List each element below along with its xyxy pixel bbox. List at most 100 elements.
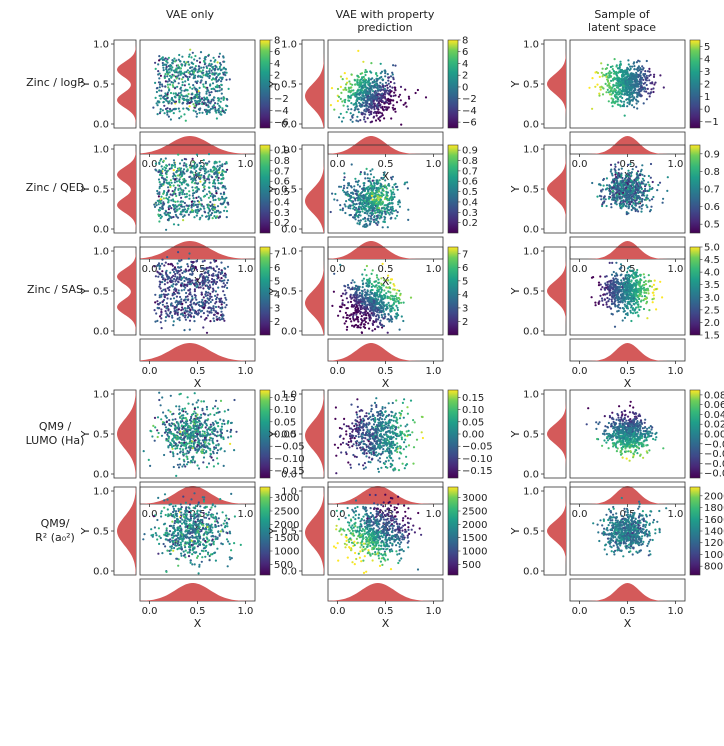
- y-tick-label: 0.0: [93, 120, 109, 131]
- scatter-point: [387, 102, 391, 105]
- scatter-point: [214, 282, 218, 285]
- scatter-point: [193, 176, 196, 179]
- scatter-point: [193, 200, 196, 203]
- scatter-point: [629, 65, 632, 68]
- scatter-point: [637, 195, 640, 198]
- scatter-point: [368, 98, 372, 101]
- scatter-point: [355, 211, 358, 214]
- scatter-point: [172, 81, 175, 84]
- scatter-point: [168, 74, 171, 77]
- scatter-point: [379, 215, 382, 218]
- scatter-point: [192, 173, 196, 176]
- scatter-point: [208, 62, 211, 65]
- scatter-point: [207, 170, 210, 173]
- scatter-point: [622, 182, 626, 185]
- scatter-point: [611, 92, 615, 95]
- scatter-point: [631, 168, 634, 171]
- scatter-point: [169, 297, 172, 300]
- scatter-point: [376, 276, 379, 279]
- scatter-point: [178, 70, 181, 73]
- scatter-point: [209, 200, 212, 204]
- scatter-point: [207, 153, 211, 156]
- scatter-point: [627, 169, 630, 172]
- scatter-point: [166, 75, 169, 78]
- scatter-point: [215, 311, 218, 314]
- scatter-point: [161, 300, 165, 303]
- scatter-point: [368, 113, 371, 116]
- scatter-point: [629, 175, 632, 178]
- scatter-point: [187, 289, 190, 292]
- scatter-point: [185, 163, 188, 166]
- scatter-point: [640, 194, 644, 197]
- scatter-point: [170, 75, 173, 78]
- scatter-point: [160, 308, 163, 311]
- row-label-line: R² (a₀²): [35, 531, 75, 544]
- scatter-point: [372, 102, 375, 105]
- scatter-point: [366, 173, 369, 176]
- scatter-point: [387, 106, 390, 109]
- scatter-point: [609, 189, 612, 193]
- scatter-point: [373, 96, 376, 99]
- column-header-line: VAE only: [166, 8, 215, 21]
- scatter-point: [175, 71, 178, 74]
- scatter-point: [345, 200, 348, 203]
- colorbar-tick-label: 0: [274, 82, 280, 93]
- scatter-point: [209, 292, 212, 295]
- scatter-point: [618, 183, 621, 186]
- scatter-point: [158, 112, 161, 115]
- scatter-point: [183, 113, 186, 116]
- scatter-point: [393, 309, 396, 312]
- scatter-point: [169, 205, 172, 208]
- scatter-point: [638, 87, 642, 90]
- scatter-point: [173, 204, 177, 207]
- scatter-point: [359, 214, 362, 217]
- scatter-point: [359, 219, 362, 222]
- scatter-point: [172, 223, 176, 226]
- scatter-point: [389, 80, 392, 84]
- scatter-point: [173, 309, 176, 312]
- scatter-point: [601, 188, 604, 191]
- scatter-point: [220, 80, 223, 83]
- scatter-point: [155, 169, 158, 172]
- scatter-point: [205, 284, 208, 287]
- scatter-point: [333, 272, 336, 275]
- colorbar-tick-label: 2: [704, 80, 710, 91]
- scatter-point: [190, 303, 193, 306]
- scatter-point: [637, 93, 640, 96]
- scatter-point: [642, 78, 645, 81]
- scatter-point: [649, 82, 652, 85]
- scatter-point: [186, 307, 189, 310]
- scatter-point: [174, 174, 177, 178]
- y-marginal-kde: [117, 247, 136, 335]
- colorbar-tick-label: 8: [274, 36, 280, 47]
- scatter-point: [176, 277, 179, 280]
- scatter-point: [390, 95, 393, 98]
- scatter-point: [190, 200, 193, 203]
- scatter-point: [196, 164, 199, 167]
- scatter-point: [375, 207, 378, 210]
- scatter-point: [333, 108, 336, 111]
- scatter-point: [193, 290, 196, 293]
- colorbar-tick-label: 0.5: [704, 220, 720, 231]
- scatter-point: [188, 70, 191, 73]
- scatter-point: [197, 286, 200, 289]
- scatter-point: [648, 67, 651, 70]
- scatter-point: [220, 303, 223, 306]
- column-header-1: VAE only: [166, 8, 215, 21]
- scatter-point: [215, 259, 218, 262]
- scatter-point: [631, 98, 634, 101]
- scatter-point: [639, 93, 642, 96]
- scatter-point: [648, 189, 651, 192]
- scatter-point: [166, 287, 169, 290]
- scatter-point: [171, 190, 174, 193]
- scatter-point: [364, 113, 367, 116]
- scatter-point: [385, 108, 388, 111]
- scatter-point: [177, 266, 180, 269]
- x-tick-label: 0.0: [572, 264, 588, 275]
- scatter-point: [215, 66, 218, 69]
- scatter-point: [186, 204, 190, 207]
- scatter-point: [185, 158, 188, 161]
- scatter-point: [345, 83, 348, 86]
- scatter-point: [205, 215, 208, 218]
